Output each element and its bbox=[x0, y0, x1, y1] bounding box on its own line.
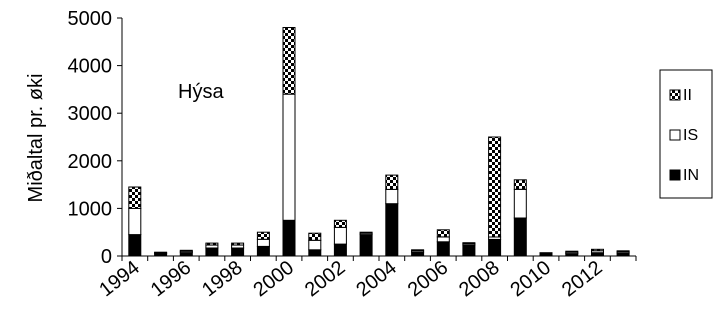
bar-II-2000 bbox=[282, 27, 296, 95]
bar-IN-2001 bbox=[308, 249, 322, 257]
bar-IS-1994 bbox=[128, 207, 142, 236]
legend-label-II: II bbox=[683, 87, 692, 104]
bar-II-1994 bbox=[128, 186, 142, 209]
y-axis-title: Miðaltal pr. øki bbox=[25, 74, 47, 203]
bar-IN-2007 bbox=[462, 244, 476, 257]
bar-IS-1998 bbox=[231, 244, 245, 249]
bar-IN-1997 bbox=[205, 247, 219, 257]
bar-IN-2009 bbox=[513, 217, 527, 257]
bar-II-2009 bbox=[513, 179, 527, 190]
legend-label-IN: IN bbox=[683, 167, 699, 184]
bar-II-2010 bbox=[539, 252, 553, 254]
bar-IN-1999 bbox=[256, 246, 270, 257]
bar-IS-2001 bbox=[308, 239, 322, 251]
bar-IS-2002 bbox=[333, 226, 347, 245]
bar-II-1996 bbox=[179, 249, 193, 252]
bar-II-2011 bbox=[565, 250, 579, 253]
bar-IS-2009 bbox=[513, 188, 527, 219]
legend-swatch-IS bbox=[669, 129, 681, 141]
x-tick-label-2008: 2008 bbox=[455, 257, 504, 302]
bar-II-1997 bbox=[205, 242, 219, 246]
bar-II-2008 bbox=[488, 136, 502, 238]
x-tick-label-2000: 2000 bbox=[249, 257, 298, 302]
bar-II-2013 bbox=[616, 250, 630, 253]
x-tick-label-2012: 2012 bbox=[558, 257, 607, 302]
bar-IN-1998 bbox=[231, 247, 245, 257]
x-tick-label-2004: 2004 bbox=[352, 257, 401, 302]
bar-IN-2006 bbox=[436, 241, 450, 257]
legend-label-IS: IS bbox=[683, 127, 698, 144]
bar-II-2007 bbox=[462, 242, 476, 245]
bar-II-2005 bbox=[411, 249, 425, 252]
bar-IS-2004 bbox=[385, 188, 399, 205]
bar-IN-2000 bbox=[282, 219, 296, 257]
bar-IN-2004 bbox=[385, 203, 399, 257]
bar-II-2012 bbox=[591, 248, 604, 252]
x-tick-label-1996: 1996 bbox=[147, 257, 196, 302]
bar-IN-2003 bbox=[359, 234, 373, 257]
legend-swatch-IN bbox=[669, 169, 681, 181]
bar-IS-1999 bbox=[256, 238, 270, 247]
y-tick-label-1000: 1000 bbox=[68, 198, 113, 220]
y-tick-label-0: 0 bbox=[101, 246, 112, 268]
bar-IN-2002 bbox=[333, 243, 347, 257]
y-axis-title-group: Miðaltal pr. øki bbox=[25, 74, 47, 203]
x-tick-label-2010: 2010 bbox=[506, 257, 555, 302]
x-tick-label-1998: 1998 bbox=[198, 257, 247, 302]
y-tick-label-5000: 5000 bbox=[68, 8, 113, 30]
bar-II-2001 bbox=[308, 232, 322, 241]
y-tick-label-3000: 3000 bbox=[68, 103, 113, 125]
chart-annotation: Hýsa bbox=[178, 81, 224, 103]
bar-II-2002 bbox=[333, 219, 347, 228]
bar-II-2004 bbox=[385, 174, 399, 190]
x-tick-label-2002: 2002 bbox=[301, 257, 350, 302]
y-tick-label-4000: 4000 bbox=[68, 56, 113, 78]
bar-IS-2006 bbox=[436, 236, 450, 243]
bar-II-1999 bbox=[256, 231, 270, 240]
bar-IN-2005 bbox=[411, 251, 425, 257]
bar-II-1995 bbox=[154, 251, 168, 254]
bar-II-2006 bbox=[436, 229, 450, 238]
bar-II-1998 bbox=[231, 242, 245, 246]
legend-box bbox=[659, 69, 713, 199]
bar-IS-2000 bbox=[282, 93, 296, 221]
y-tick-label-2000: 2000 bbox=[68, 151, 113, 173]
bar-IN-2008 bbox=[488, 238, 502, 257]
x-tick-label-2006: 2006 bbox=[404, 257, 453, 302]
bar-II-2003 bbox=[359, 231, 373, 234]
legend-swatch-II bbox=[669, 89, 681, 101]
bar-IN-1994 bbox=[128, 234, 142, 257]
annotation-group: Hýsa bbox=[178, 81, 224, 103]
bar-IS-1997 bbox=[205, 244, 219, 249]
